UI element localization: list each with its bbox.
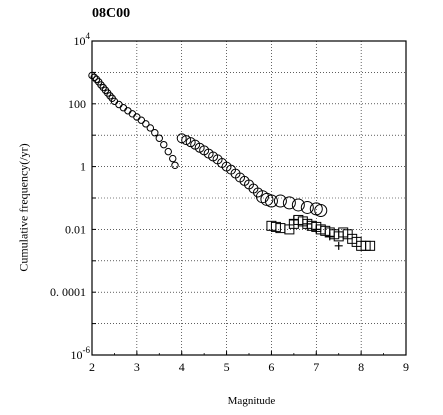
data-point-circle — [115, 100, 123, 109]
data-point-circle — [314, 203, 328, 217]
data-point-circle — [142, 120, 150, 128]
data-point-circle — [176, 133, 187, 144]
data-point-circle — [291, 198, 305, 212]
y-tick-label: 10-6 — [71, 345, 91, 362]
data-point-circle — [181, 135, 192, 146]
data-point-circle — [264, 194, 278, 208]
data-point-circle — [128, 110, 137, 118]
data-point-circle — [124, 107, 132, 115]
data-point-circle — [137, 116, 146, 124]
data-point-circle — [171, 161, 179, 170]
data-point-plus — [303, 219, 312, 228]
data-point-circle — [164, 147, 172, 156]
data-point-plus — [289, 215, 298, 224]
x-tick-label: 3 — [134, 360, 140, 374]
data-point-circle — [273, 194, 287, 208]
x-tick-label: 8 — [358, 360, 364, 374]
x-tick-label: 5 — [224, 360, 230, 374]
data-point-square — [365, 240, 376, 251]
data-point-circle — [282, 196, 296, 210]
data-point-circle — [300, 200, 314, 214]
y-tick-label: 1 — [80, 160, 86, 174]
data-point-circle — [90, 73, 98, 81]
y-tick-label: 0. 0001 — [50, 285, 86, 299]
x-tick-label: 6 — [268, 360, 274, 374]
data-point-circle — [169, 154, 177, 163]
data-point-plus — [325, 232, 334, 241]
y-tick-label: 100 — [68, 97, 86, 111]
x-axis-label: Magnitude — [227, 395, 276, 407]
x-tick-label: 9 — [403, 360, 409, 374]
y-tick-label: 0.01 — [65, 222, 86, 236]
y-tick-label: 104 — [74, 31, 91, 48]
data-point-circle — [88, 71, 96, 80]
data-point-plus — [312, 225, 321, 234]
data-point-circle — [146, 124, 155, 132]
chart-title: 08C00 — [92, 6, 131, 21]
x-tick-label: 2 — [89, 360, 95, 374]
data-point-plus — [334, 241, 343, 250]
data-point-circle — [106, 92, 114, 100]
data-point-circle — [155, 134, 163, 142]
data-point-circle — [160, 140, 168, 149]
data-point-circle — [92, 75, 101, 84]
data-point-circle — [119, 104, 128, 112]
data-point-circle — [151, 129, 159, 137]
x-tick-label: 4 — [179, 360, 185, 374]
x-tick-label: 7 — [313, 360, 319, 374]
data-point-circle — [252, 187, 263, 198]
